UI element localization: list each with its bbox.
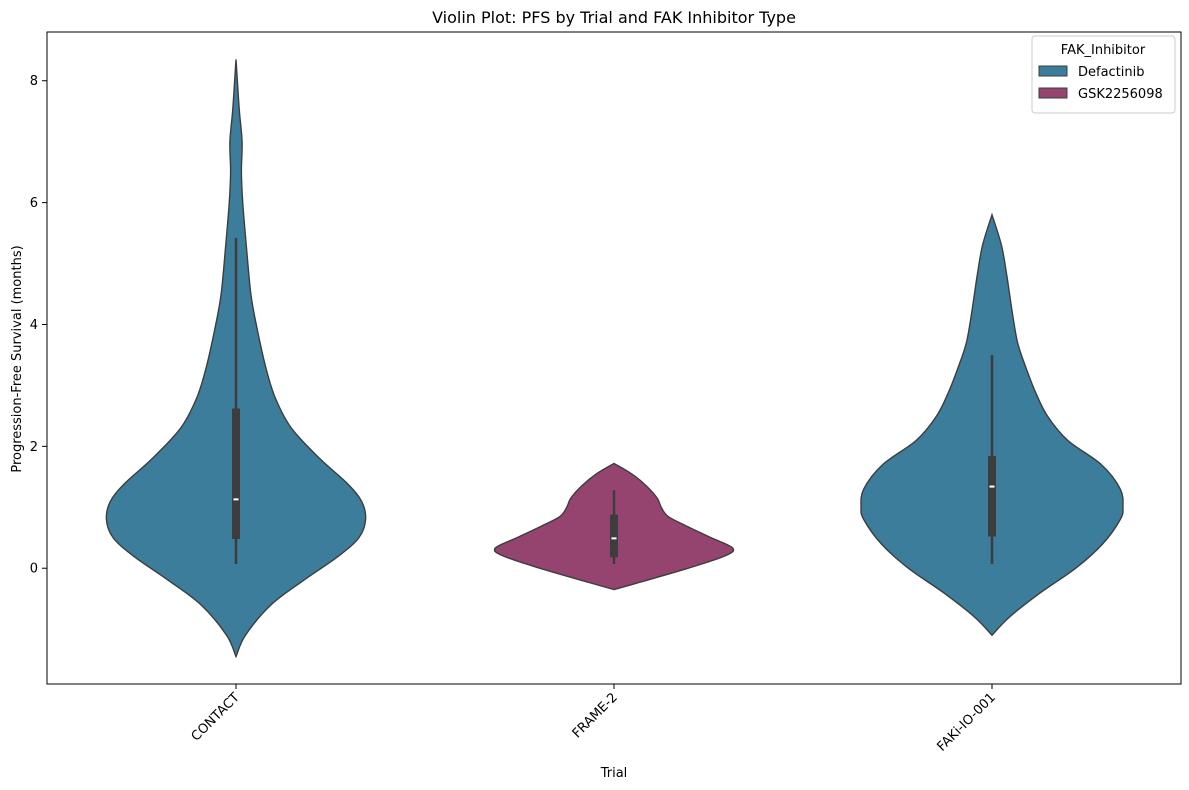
chart-title: Violin Plot: PFS by Trial and FAK Inhibi… [432,8,796,27]
legend-frame [1031,35,1176,114]
legend-swatch-defactinib [1038,65,1068,77]
y-axis: 0 2 4 6 8 [30,74,47,577]
legend-label-gsk2256098: GSK2256098 [1078,87,1163,102]
iqr-box-faki-io-001 [988,456,996,537]
x-axis: CONTACT FRAME-2 FAKi-IO-001 [189,684,999,755]
y-tick-label: 6 [30,196,38,211]
legend-title: FAK_Inhibitor [1061,43,1146,58]
legend-swatch-gsk2256098 [1038,87,1068,99]
y-tick-label: 2 [30,440,38,455]
y-tick-label: 4 [30,318,38,333]
x-axis-title: Trial [600,766,628,781]
y-axis-title: Progression-Free Survival (months) [10,245,25,472]
x-tick-label: CONTACT [189,690,243,744]
iqr-box-frame-2 [610,514,618,558]
plot-area [105,59,1124,659]
y-tick-label: 0 [30,562,38,577]
x-tick-label: FRAME-2 [570,690,621,741]
legend-label-defactinib: Defactinib [1078,65,1145,80]
y-tick-label: 8 [30,74,38,89]
legend: FAK_Inhibitor Defactinib GSK2256098 [1031,35,1176,114]
iqr-box-contact [232,408,240,539]
x-tick-label: FAKi-IO-001 [935,690,999,754]
